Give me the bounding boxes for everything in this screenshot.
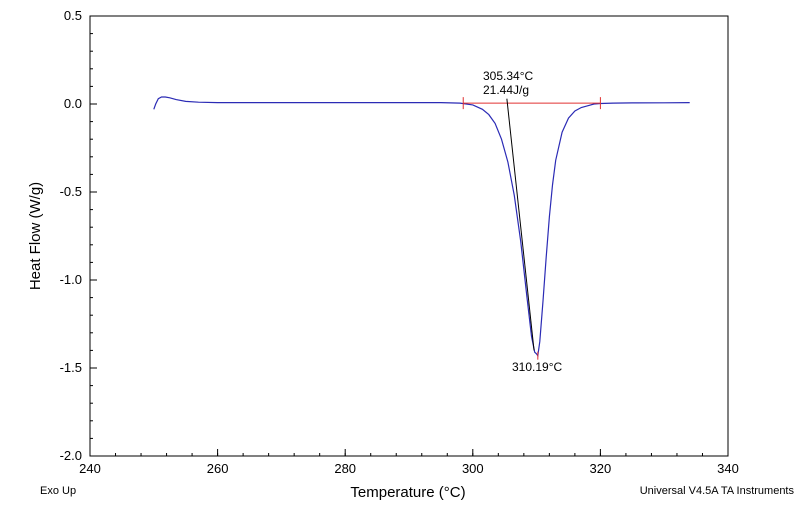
x-tick-label: 320 (590, 461, 612, 476)
y-tick-labels: 0.5 0.0 -0.5 -1.0 -1.5 -2.0 (60, 8, 82, 463)
x-tick-label: 260 (207, 461, 229, 476)
minor-ticks (89, 15, 729, 457)
y-tick-label: 0.5 (64, 8, 82, 23)
heat-flow-curve (153, 96, 690, 358)
instrument-label: Universal V4.5A TA Instruments (640, 485, 795, 497)
peak-temperature-label: 310.19°C (512, 360, 563, 374)
y-tick-label: -0.5 (60, 184, 82, 199)
onset-temperature-label: 305.34°C (483, 69, 534, 83)
y-tick-label: -2.0 (60, 448, 82, 463)
y-tick-label: -1.0 (60, 272, 82, 287)
y-axis-title: Heat Flow (W/g) (27, 182, 44, 290)
plot-frame (89, 15, 729, 457)
y-tick-label: -1.5 (60, 360, 82, 375)
x-axis-title: Temperature (°C) (350, 484, 465, 501)
x-tick-label: 340 (717, 461, 739, 476)
x-tick-label: 300 (462, 461, 484, 476)
major-ticks (89, 15, 729, 457)
enthalpy-label: 21.44J/g (483, 83, 529, 97)
x-tick-label: 240 (79, 461, 101, 476)
x-tick-labels: 240 260 280 300 320 340 (79, 461, 739, 476)
y-tick-label: 0.0 (64, 96, 82, 111)
onset-tangent-line (506, 98, 535, 351)
x-tick-label: 280 (334, 461, 356, 476)
exo-up-label: Exo Up (40, 485, 76, 497)
